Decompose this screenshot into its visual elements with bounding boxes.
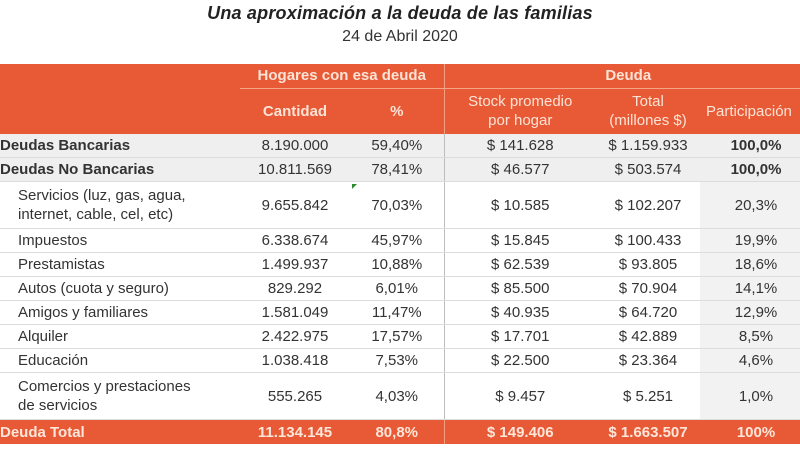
cell-cantidad: 1.499.937 bbox=[240, 252, 350, 277]
cell-stock: $ 40.935 bbox=[443, 300, 596, 325]
total-total: $ 1.663.507 bbox=[596, 419, 700, 444]
cell-participacion: 4,6% bbox=[700, 348, 800, 373]
total-cantidad: 11.134.145 bbox=[240, 419, 350, 444]
table-row: Servicios (luz, gas, agua, internet, cabl… bbox=[0, 181, 800, 229]
table-row: Prestamistas 1.499.937 10,88% $ 62.539 $… bbox=[0, 252, 800, 277]
cell-pct: 4,03% bbox=[350, 372, 444, 420]
row-label: Servicios (luz, gas, agua, internet, cabl… bbox=[0, 181, 240, 229]
table-row: Alquiler 2.422.975 17,57% $ 17.701 $ 42.… bbox=[0, 324, 800, 349]
cell-participacion: 12,9% bbox=[700, 300, 800, 325]
cell-stock: $ 62.539 bbox=[443, 252, 596, 277]
cell-participacion: 18,6% bbox=[700, 252, 800, 277]
table-row: Deudas Bancarias 8.190.000 59,40% $ 141.… bbox=[0, 134, 800, 158]
group-header-row: Hogares con esa deuda Deuda bbox=[0, 64, 800, 89]
cell-cantidad: 6.338.674 bbox=[240, 228, 350, 253]
cell-total: $ 1.159.933 bbox=[596, 134, 700, 158]
total-stock: $ 149.406 bbox=[443, 419, 596, 444]
table-date: 24 de Abril 2020 bbox=[342, 28, 458, 45]
table-row: Autos (cuota y seguro) 829.292 6,01% $ 8… bbox=[0, 276, 800, 301]
cell-cantidad: 9.655.842 bbox=[240, 181, 350, 229]
row-label: Deudas Bancarias bbox=[0, 134, 240, 158]
cell-total: $ 70.904 bbox=[596, 276, 700, 301]
total-row: Deuda Total 11.134.145 80,8% $ 149.406 $… bbox=[0, 419, 800, 444]
col-participacion: Participación bbox=[706, 102, 792, 120]
row-label: Prestamistas bbox=[0, 252, 240, 277]
row-label: Comercios y prestaciones de servicios bbox=[0, 372, 240, 420]
cell-participacion: 20,3% bbox=[700, 181, 800, 229]
cell-pct: 10,88% bbox=[350, 252, 444, 277]
cell-participacion: 100,0% bbox=[700, 134, 800, 158]
cell-cantidad: 8.190.000 bbox=[240, 134, 350, 158]
col-stock: Stock promedio por hogar bbox=[443, 88, 596, 134]
cell-pct: 6,01% bbox=[350, 276, 444, 301]
cell-pct: 59,40% bbox=[350, 134, 444, 158]
cell-stock: $ 15.845 bbox=[443, 228, 596, 253]
cell-cantidad: 2.422.975 bbox=[240, 324, 350, 349]
col-cantidad: Cantidad bbox=[262, 102, 328, 120]
cell-total: $ 5.251 bbox=[596, 372, 700, 420]
cell-stock: $ 9.457 bbox=[443, 372, 596, 420]
total-label: Deuda Total bbox=[0, 419, 240, 444]
cell-stock: $ 22.500 bbox=[443, 348, 596, 373]
cell-participacion: 100,0% bbox=[700, 157, 800, 182]
cell-stock: $ 46.577 bbox=[443, 157, 596, 182]
cell-total: $ 93.805 bbox=[596, 252, 700, 277]
cell-total: $ 503.574 bbox=[596, 157, 700, 182]
cell-total: $ 100.433 bbox=[596, 228, 700, 253]
col-pct: % bbox=[390, 102, 404, 120]
cell-participacion: 14,1% bbox=[700, 276, 800, 301]
header-deuda: Deuda bbox=[443, 64, 800, 89]
row-label: Alquiler bbox=[0, 324, 240, 349]
cell-participacion: 1,0% bbox=[700, 372, 800, 420]
row-label: Deudas No Bancarias bbox=[0, 157, 240, 182]
cell-cantidad: 10.811.569 bbox=[240, 157, 350, 182]
column-header-row: Cantidad % Stock promedio por hogar Total… bbox=[0, 88, 800, 134]
table-row: Educación 1.038.418 7,53% $ 22.500 $ 23.… bbox=[0, 348, 800, 373]
cell-total: $ 64.720 bbox=[596, 300, 700, 325]
total-pct: 80,8% bbox=[350, 419, 444, 444]
cell-total: $ 23.364 bbox=[596, 348, 700, 373]
total-participacion: 100% bbox=[700, 419, 800, 444]
cell-pct: 45,97% bbox=[350, 228, 444, 253]
cell-total: $ 42.889 bbox=[596, 324, 700, 349]
cell-participacion: 8,5% bbox=[700, 324, 800, 349]
table-row: Impuestos 6.338.674 45,97% $ 15.845 $ 10… bbox=[0, 228, 800, 253]
row-label: Autos (cuota y seguro) bbox=[0, 276, 240, 301]
cell-pct: 70,03% bbox=[350, 181, 444, 229]
row-label: Amigos y familiares bbox=[0, 300, 240, 325]
header-hogares: Hogares con esa deuda bbox=[240, 64, 444, 89]
row-label: Impuestos bbox=[0, 228, 240, 253]
cell-stock: $ 10.585 bbox=[443, 181, 596, 229]
col-total: Total (millones $) bbox=[609, 93, 687, 130]
cell-stock: $ 85.500 bbox=[443, 276, 596, 301]
row-label: Educación bbox=[0, 348, 240, 373]
cell-participacion: 19,9% bbox=[700, 228, 800, 253]
cell-pct: 78,41% bbox=[350, 157, 444, 182]
table-row: Deudas No Bancarias 10.811.569 78,41% $ … bbox=[0, 157, 800, 182]
cell-cantidad: 1.038.418 bbox=[240, 348, 350, 373]
cell-total: $ 102.207 bbox=[596, 181, 700, 229]
table-row: Comercios y prestaciones de servicios 555… bbox=[0, 372, 800, 420]
cell-pct: 17,57% bbox=[350, 324, 444, 349]
cell-cantidad: 1.581.049 bbox=[240, 300, 350, 325]
cell-stock: $ 17.701 bbox=[443, 324, 596, 349]
table-title: Una aproximación a la deuda de las famil… bbox=[207, 3, 593, 23]
debt-table: Hogares con esa deuda Deuda Cantidad % S… bbox=[0, 64, 800, 444]
cell-cantidad: 829.292 bbox=[240, 276, 350, 301]
comment-marker-icon bbox=[352, 184, 357, 189]
cell-pct: 7,53% bbox=[350, 348, 444, 373]
table-row: Amigos y familiares 1.581.049 11,47% $ 4… bbox=[0, 300, 800, 325]
cell-pct: 11,47% bbox=[350, 300, 444, 325]
cell-cantidad: 555.265 bbox=[240, 372, 350, 420]
cell-stock: $ 141.628 bbox=[443, 134, 596, 158]
